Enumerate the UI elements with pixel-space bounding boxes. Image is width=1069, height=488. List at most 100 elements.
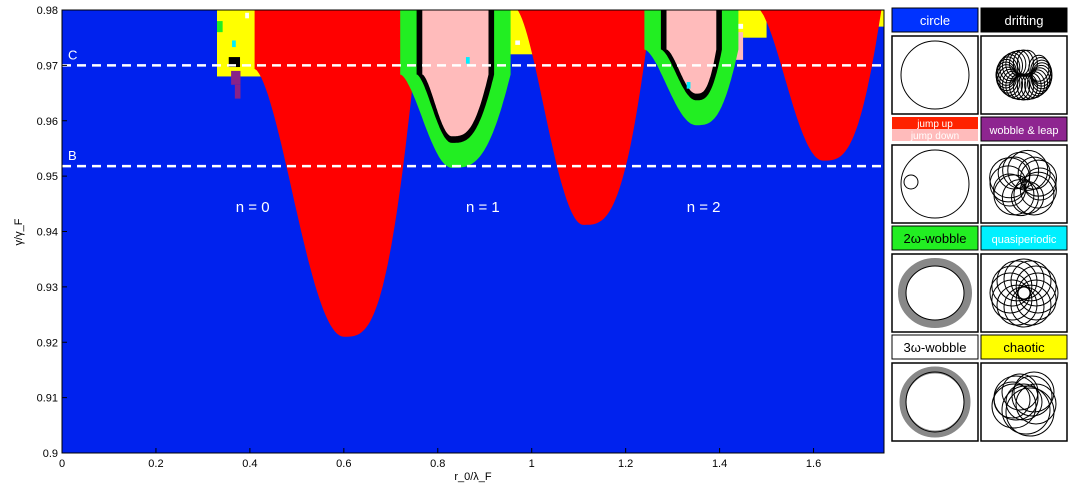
- trajectory-curve: [989, 272, 1031, 314]
- mode-label: n = 0: [236, 199, 270, 216]
- legend-panel: 3ω-wobble: [891, 334, 979, 442]
- trajectory-curve: [1015, 279, 1057, 321]
- trajectory-curve: [996, 260, 1038, 302]
- x-tick-label: 1.6: [806, 458, 821, 470]
- trajectory-curve: [1013, 174, 1055, 216]
- trajectory-curve: [1002, 151, 1040, 189]
- x-tick-label: 1.2: [618, 458, 633, 470]
- x-tick-label: 0.2: [148, 458, 163, 470]
- mode-label: n = 2: [687, 199, 721, 216]
- jump-down-region-fringe: [666, 10, 717, 94]
- trajectory-curve: [903, 174, 919, 190]
- regime-cell: [686, 81, 691, 89]
- regime-cell: [217, 21, 223, 33]
- regime-cell: [245, 12, 249, 19]
- legend-label: quasiperiodic: [992, 234, 1057, 246]
- regime-cell: [231, 70, 241, 85]
- trajectory-curve: [1003, 258, 1045, 300]
- regime-cell: [232, 40, 236, 48]
- legend-label: wobble & leap: [988, 125, 1058, 137]
- trajectory-curve: [1017, 272, 1059, 314]
- trajectory-curve: [905, 371, 965, 433]
- trajectory-curve: [1013, 371, 1055, 413]
- y-axis-label: γ/γ_F: [13, 218, 25, 245]
- legend-panel: wobble & leap: [980, 116, 1068, 224]
- y-axis-ticks: 0.9 0.91 0.92 0.93 0.94 0.95 0.96 0.97 0.98: [37, 5, 67, 460]
- trajectory-box: [980, 253, 1068, 333]
- x-axis-ticks: 0 0.2 0.4 0.6 0.8 1 1.2 1.4 1.6: [59, 448, 821, 470]
- legend-swatch: [891, 225, 979, 251]
- trajectory-curve: [1007, 149, 1049, 191]
- legend-label: 3ω-wobble: [904, 340, 967, 355]
- x-tick-label: 0.4: [242, 458, 257, 470]
- jump-up-region-valley: [759, 10, 882, 161]
- regime-cell: [738, 23, 744, 29]
- x-tick-label: 0.8: [430, 458, 445, 470]
- y-tick-label: 0.96: [37, 116, 58, 128]
- trajectory-box: [980, 362, 1068, 442]
- trajectory-curve: [1017, 156, 1051, 190]
- trajectory-curve: [900, 40, 970, 110]
- legend-swatch: [891, 334, 979, 360]
- jump-down-region-fringe: [422, 10, 489, 137]
- trajectory-curve: [991, 279, 1033, 321]
- trajectory-band: [898, 258, 972, 328]
- regime-cell: [228, 57, 241, 68]
- trajectory-curve: [900, 149, 970, 219]
- legend-swatch: [980, 116, 1068, 142]
- trajectory-curve: [993, 381, 1031, 419]
- trajectory-curve: [1015, 383, 1057, 425]
- legend-swatch: [980, 225, 1068, 251]
- y-tick-label: 0.94: [37, 227, 58, 239]
- legend-swatch: [892, 117, 978, 129]
- y-tick-label: 0.91: [37, 393, 58, 405]
- regime-regions: [217, 10, 884, 337]
- mode-labels: n = 0 n = 1 n = 2: [236, 199, 721, 216]
- legend-panel: circle: [891, 7, 979, 115]
- trajectory-curve: [1003, 286, 1045, 328]
- legend-panel: quasiperiodic: [980, 225, 1068, 333]
- x-tick-label: 0.6: [336, 458, 351, 470]
- legend-label: jump down: [910, 131, 959, 142]
- trajectory-curve: [1009, 49, 1031, 77]
- trajectory-curve: [1010, 260, 1052, 302]
- y-tick-label: 0.95: [37, 171, 58, 183]
- regime-cell: [234, 84, 241, 99]
- trajectory-curve: [1016, 49, 1038, 77]
- regime-cell: [515, 40, 520, 45]
- mode-label: n = 1: [466, 199, 500, 216]
- jump-up-region-valley: [517, 10, 652, 225]
- x-tick-label: 1.4: [712, 458, 727, 470]
- legend-swatch: [980, 334, 1068, 360]
- x-tick-label: 0: [59, 458, 65, 470]
- legend-panel: chaotic: [980, 334, 1068, 442]
- trajectory-curve: [997, 156, 1031, 190]
- trajectory-curve: [1010, 284, 1052, 326]
- y-tick-label: 0.97: [37, 60, 58, 72]
- legend-label: drifting: [1004, 13, 1043, 28]
- y-tick-label: 0.98: [37, 5, 58, 17]
- trajectory-curve: [1012, 49, 1034, 77]
- trajectory-curve: [1001, 385, 1051, 435]
- trajectory-curve: [996, 284, 1038, 326]
- legend-swatch: [891, 7, 979, 33]
- legend-panel: 2ω-wobble: [891, 225, 979, 333]
- y-tick-label: 0.92: [37, 337, 58, 349]
- legend-label: jump up: [916, 119, 953, 130]
- trajectory-curve: [997, 66, 1019, 94]
- trajectory-curve: [991, 265, 1033, 307]
- x-axis-label: r_0/λ_F: [454, 471, 492, 483]
- y-tick-label: 0.93: [37, 282, 58, 294]
- trajectory-curve: [1001, 373, 1039, 411]
- legend-panel: drifting: [980, 7, 1068, 115]
- trajectory-curve: [1016, 73, 1038, 101]
- legend-label: 2ω-wobble: [904, 231, 967, 246]
- trajectory-band: [899, 366, 971, 438]
- legend-swatch: [980, 7, 1068, 33]
- legend-swatch: [892, 129, 978, 141]
- y-tick-label: 0.9: [43, 448, 58, 460]
- trajectory-curve: [1020, 159, 1058, 197]
